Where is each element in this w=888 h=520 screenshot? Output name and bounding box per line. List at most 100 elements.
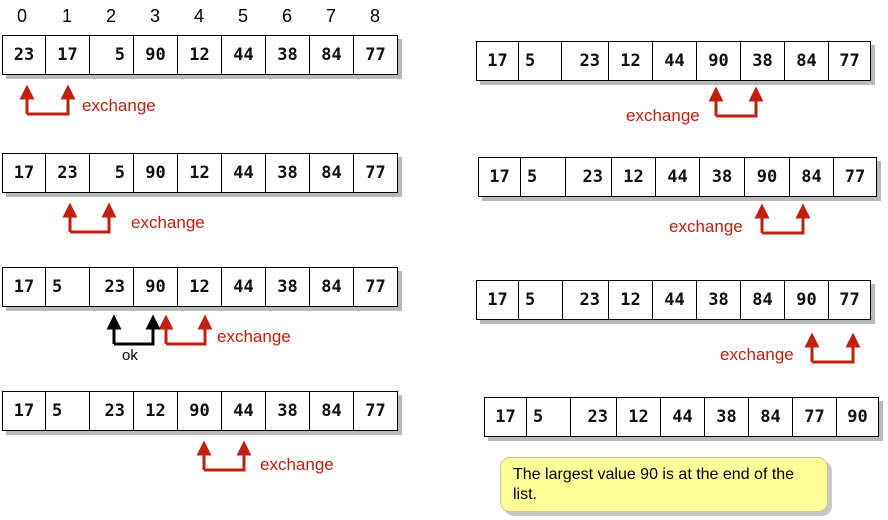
array-cell: 12 [178,153,222,193]
array-cell: 23 [90,267,134,307]
result-note: The largest value 90 is at the end of th… [500,457,828,512]
array-cell: 77 [354,267,398,307]
array-cell: 17 [2,391,46,431]
array-cell: 38 [705,397,749,437]
array-cell: 90 [134,153,178,193]
exchange-label: exchange [82,96,156,115]
index-label: 0 [17,6,28,26]
array-row-step-5: 17 5 23 12 44 90 38 84 77 [476,41,871,81]
array-cell: 90 [134,267,178,307]
array-cell: 44 [222,35,266,75]
array-cell: 12 [617,397,661,437]
array-cell: 44 [653,280,697,320]
exchange-arrow [202,448,244,472]
index-label: 1 [62,6,73,26]
exchange-arrow [164,322,205,346]
exchange-arrow [760,211,803,235]
exchange-arrow [810,340,853,364]
index-label: 7 [326,6,337,26]
array-cell: 12 [609,41,653,81]
array-cell: 44 [661,397,705,437]
array-cell: 44 [653,41,697,81]
array-cell: 90 [837,397,879,437]
ok-arrow [112,322,153,346]
exchange-label: exchange [669,217,743,236]
index-label: 5 [238,6,249,26]
array-cell: 12 [134,391,178,431]
array-cell: 84 [310,267,354,307]
array-cell: 5 [46,391,90,431]
exchange-arrow [714,94,756,118]
array-cell: 77 [829,280,871,320]
array-cell: 5 [527,397,571,437]
array-row-step-8: 17 5 23 12 44 38 84 77 90 [484,397,879,437]
exchange-label: exchange [720,345,794,364]
array-cell: 17 [2,267,46,307]
array-cell: 84 [785,41,829,81]
array-cell: 5 [521,157,566,197]
array-cell: 17 [484,397,527,437]
index-label: 6 [282,6,293,26]
array-cell: 23 [566,157,612,197]
array-cell: 84 [749,397,793,437]
array-cell: 12 [612,157,656,197]
array-cell: 38 [266,153,310,193]
array-cell: 12 [178,35,222,75]
array-cell: 77 [793,397,837,437]
array-row-step-7: 17 5 23 12 44 38 84 90 77 [476,280,871,320]
array-cell: 77 [829,41,871,81]
array-row-step-4: 17 5 23 12 90 44 38 84 77 [2,391,398,431]
exchange-label: exchange [217,327,291,346]
exchange-label: exchange [626,106,700,125]
array-cell: 12 [609,280,653,320]
array-cell: 17 [478,157,521,197]
array-cell: 23 [90,391,134,431]
array-cell: 90 [785,280,829,320]
array-cell: 44 [222,153,266,193]
array-cell: 23 [2,35,46,75]
array-cell: 84 [310,35,354,75]
array-cell: 38 [266,35,310,75]
array-cell: 5 [519,41,562,81]
array-cell: 90 [178,391,222,431]
array-cell: 23 [571,397,617,437]
array-cell: 23 [563,280,609,320]
array-cell: 90 [745,157,790,197]
array-cell: 5 [90,35,134,75]
array-cell: 84 [310,391,354,431]
array-cell: 38 [266,267,310,307]
array-cell: 17 [476,41,519,81]
array-cell: 77 [354,391,398,431]
array-cell: 38 [266,391,310,431]
array-cell: 23 [562,41,609,81]
array-cell: 44 [222,267,266,307]
array-cell: 84 [741,280,785,320]
array-row-step-6: 17 5 23 12 44 38 90 84 77 [478,157,877,197]
ok-label: ok [122,347,138,364]
array-cell: 17 [46,35,90,75]
array-cell: 17 [2,153,46,193]
array-cell: 5 [46,267,90,307]
exchange-arrow [68,210,109,234]
array-cell: 77 [354,35,398,75]
array-cell: 84 [790,157,834,197]
array-cell: 38 [741,41,785,81]
exchange-label: exchange [131,213,205,232]
index-label: 2 [106,6,117,26]
index-label: 3 [150,6,161,26]
array-cell: 90 [134,35,178,75]
index-label: 8 [370,6,381,26]
exchange-arrow [25,92,68,116]
array-row-step-3: 17 5 23 90 12 44 38 84 77 [2,267,398,307]
array-row-step-2: 17 23 5 90 12 44 38 84 77 [2,153,398,193]
array-cell: 5 [90,153,134,193]
array-cell: 12 [178,267,222,307]
array-cell: 17 [476,280,519,320]
array-cell: 44 [656,157,700,197]
exchange-label: exchange [260,455,334,474]
array-cell: 38 [700,157,745,197]
array-cell: 23 [46,153,90,193]
array-cell: 77 [354,153,398,193]
array-cell: 44 [222,391,266,431]
array-row-step-1: 23 17 5 90 12 44 38 84 77 [2,35,398,75]
